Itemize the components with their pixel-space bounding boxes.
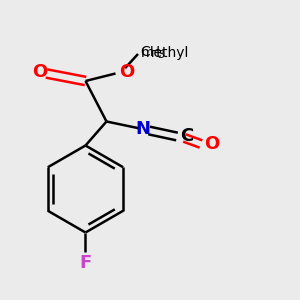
Text: C: C — [181, 127, 194, 145]
Text: N: N — [135, 120, 150, 138]
Text: F: F — [80, 254, 92, 272]
Text: O: O — [205, 135, 220, 153]
Text: O: O — [32, 63, 47, 81]
Text: methyl: methyl — [141, 46, 189, 59]
Text: CH: CH — [140, 46, 160, 59]
Text: O: O — [119, 63, 135, 81]
Text: 3: 3 — [157, 50, 164, 60]
